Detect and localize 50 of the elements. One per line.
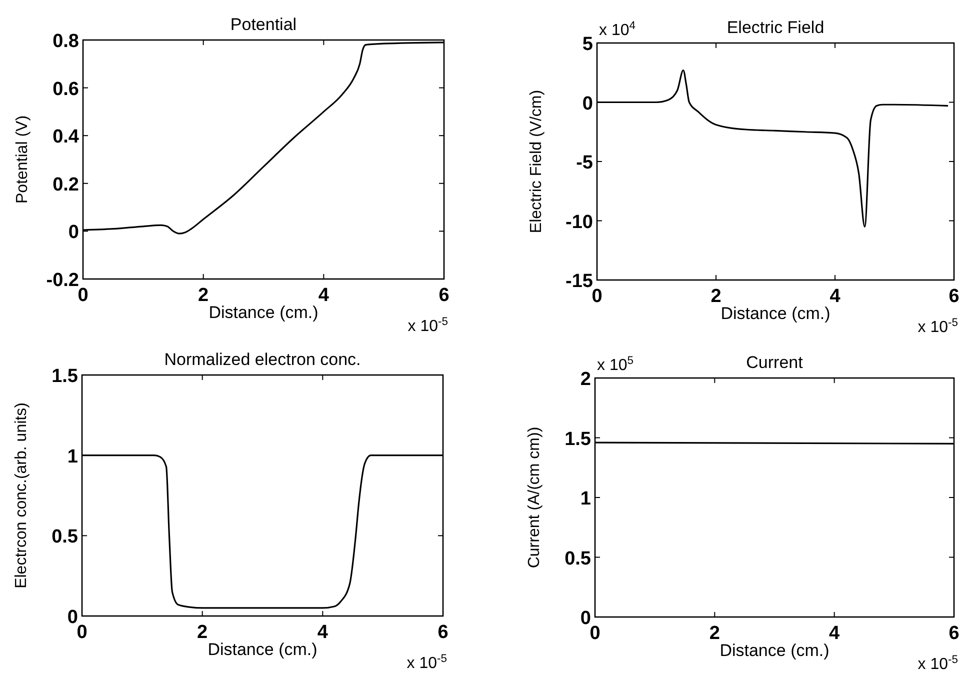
y-tick-label: 0 xyxy=(67,607,78,628)
x-tick-label: 4 xyxy=(318,285,330,306)
text: x 10$^{5}$ xyxy=(597,355,634,374)
y-tick-label: 0 xyxy=(580,608,591,629)
x-tick-label: 4 xyxy=(317,622,328,643)
text: x 10$^{-5}$ xyxy=(918,317,958,336)
y-tick-label: 0.8 xyxy=(52,31,79,52)
x-tick-label: 6 xyxy=(438,285,450,306)
y-tick-label: 1 xyxy=(580,488,592,510)
y-axis-title: Electrcon conc.(arb. units) xyxy=(13,402,30,588)
x-tick-label: 4 xyxy=(829,623,840,644)
y-tick-label: 0 xyxy=(582,93,593,114)
y-tick-label: 1 xyxy=(67,446,78,468)
y-tick-label: -0.2 xyxy=(46,270,79,291)
y-tick-label: 0.2 xyxy=(52,174,79,196)
chart-title: Current xyxy=(746,353,804,372)
x-tick-label: 2 xyxy=(709,623,720,644)
x-tick-label: 4 xyxy=(830,286,841,307)
x-tick-label: 6 xyxy=(948,286,960,307)
y-tick-label: -15 xyxy=(566,271,594,292)
x-tick-label: 6 xyxy=(438,622,448,643)
chart-title: Normalized electron conc. xyxy=(164,350,361,369)
y-tick-label: 1.5 xyxy=(52,366,78,387)
x-axis-title: Distance (cm.) xyxy=(720,641,830,660)
x-axis-title: Distance (cm.) xyxy=(720,304,830,323)
text: x 10$^{4}$ xyxy=(599,20,636,39)
x-tick-label: 6 xyxy=(948,623,960,644)
x-tick-label: 2 xyxy=(197,622,208,643)
x-axis-title: Distance (cm.) xyxy=(208,640,318,659)
chart-title: Potential xyxy=(230,15,297,34)
x-tick-label: 2 xyxy=(198,285,209,306)
text: x 10$^{-5}$ xyxy=(918,654,958,673)
y-tick-label: 0 xyxy=(68,222,79,244)
y-tick-label: 2 xyxy=(580,369,591,390)
y-axis-title: Electric Field (V/cm) xyxy=(528,90,545,234)
x-tick-label: 2 xyxy=(710,286,722,307)
text: x 10$^{-5}$ xyxy=(406,653,447,672)
chart-title: Electric Field xyxy=(726,18,824,37)
y-tick-label: 0.5 xyxy=(52,526,78,548)
y-tick-label: 1.5 xyxy=(564,428,592,450)
x-axis-title: Distance (cm.) xyxy=(208,303,318,322)
y-tick-label: 0.6 xyxy=(52,78,79,100)
y-tick-label: -5 xyxy=(576,152,594,174)
y-axis-title: Current (A/(cm cm)) xyxy=(526,426,543,568)
y-tick-label: -10 xyxy=(566,212,593,233)
y-tick-label: 0.4 xyxy=(52,126,80,148)
text: x 10$^{-5}$ xyxy=(408,316,448,335)
y-tick-label: 0.5 xyxy=(564,548,592,570)
y-tick-label: 5 xyxy=(582,34,594,55)
y-axis-title: Potential (V) xyxy=(14,115,31,204)
